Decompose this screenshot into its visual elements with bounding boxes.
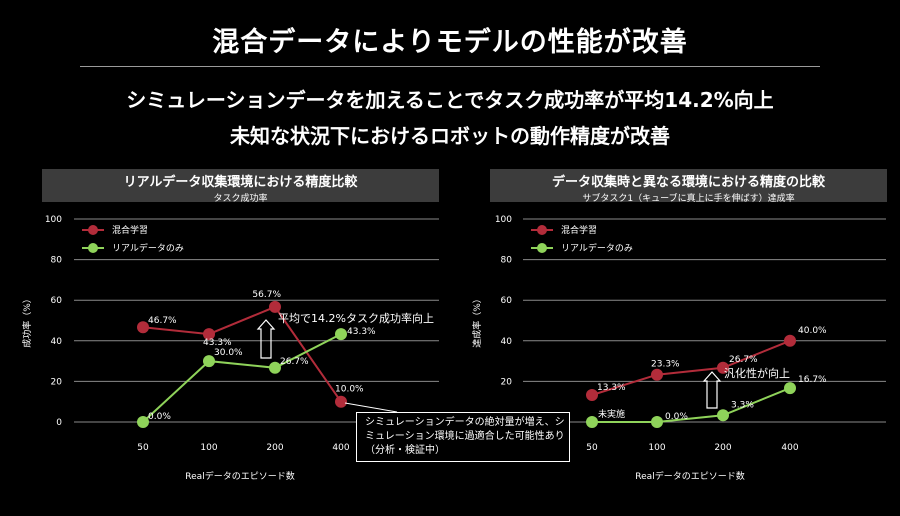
right-panel-title: データ収集時と異なる環境における精度の比較 xyxy=(551,175,825,190)
chart1-ytick-label: 0 xyxy=(56,418,62,428)
chart1-legend-swatch-marker xyxy=(88,225,98,235)
chart1-legend-swatch-marker xyxy=(88,243,98,253)
chart1-legend-label: 混合学習 xyxy=(112,224,148,236)
chart2-series-2-point xyxy=(586,416,598,428)
chart2-series-2-data-label: 16.7% xyxy=(798,375,827,385)
subtitle-1: シミュレーションデータを加えることでタスク成功率が平均14.2%向上 xyxy=(126,88,774,112)
chart2-annotation-arrow xyxy=(702,371,722,409)
chart1-ytick-label: 40 xyxy=(51,337,63,347)
chart1-series-2-line xyxy=(142,333,342,423)
chart1-series-1-point xyxy=(203,328,215,341)
chart1-xtick-label: 200 xyxy=(266,443,283,453)
right-panel-header: データ収集時と異なる環境における精度の比較 サブタスク1（キューブに真上に手を伸… xyxy=(490,169,887,204)
chart2-series-1-point xyxy=(586,389,598,402)
chart1-series-2-data-label: 43.3% xyxy=(347,327,376,337)
chart2-ytick-label: 40 xyxy=(501,337,513,347)
chart1-series-1-data-label: 10.0% xyxy=(335,385,364,395)
chart2-xtick-label: 200 xyxy=(714,443,731,453)
chart1-series-2-point xyxy=(137,416,149,428)
chart1-annotation: 平均で14.2%タスク成功率向上 xyxy=(278,311,434,325)
chart1-series-1-data-label: 56.7% xyxy=(252,290,281,300)
callout-note: シミュレーションデータの絶対量が増え、シ ミュレーション環境に過適合した可能性あ… xyxy=(356,412,570,462)
chart2-legend-label: リアルデータのみ xyxy=(561,242,633,254)
subtitle-2: 未知な状況下におけるロボットの動作精度が改善 xyxy=(230,124,670,148)
chart1-series-1-line xyxy=(142,305,342,403)
left-panel-header: リアルデータ収集環境における精度比較 タスク成功率 xyxy=(42,169,439,204)
chart1-ylabel: 成功率（%） xyxy=(21,294,33,348)
chart2-series-1-data-label: 13.3% xyxy=(597,383,626,393)
slide-title: 混合データによりモデルの性能が改善 xyxy=(212,27,688,58)
left-panel-subtitle: タスク成功率 xyxy=(213,194,268,204)
chart2-series-1-point xyxy=(784,334,796,347)
chart1-series-1-point xyxy=(137,321,149,334)
chart2-series-2-data-label: 3.3% xyxy=(731,400,754,410)
chart1-series-1-point xyxy=(269,300,281,313)
chart1-series-1-data-label: 43.3% xyxy=(203,338,232,348)
chart1-ytick-label: 20 xyxy=(51,377,63,387)
title-rule xyxy=(80,66,820,67)
chart1-series-2-point xyxy=(269,361,281,374)
left-panel-title: リアルデータ収集環境における精度比較 xyxy=(123,175,358,190)
chart2-series-1-line xyxy=(591,339,791,396)
chart1-series-1-data-label: 46.7% xyxy=(148,316,177,326)
chart1-series-1-point xyxy=(335,395,347,408)
chart2-legend-swatch-marker xyxy=(537,225,547,235)
chart1-ytick-label: 100 xyxy=(45,215,62,225)
chart2-ytick-label: 100 xyxy=(495,215,512,225)
chart2-series-2-line xyxy=(592,387,791,423)
chart1-annotation-arrow xyxy=(256,319,276,359)
chart2-series-2-point xyxy=(651,416,663,428)
chart1-xtick-label: 100 xyxy=(200,443,217,453)
chart2-series-1-point xyxy=(651,368,663,381)
chart1-series-2-point xyxy=(203,355,215,368)
chart2-series-2-data-label: 未実施 xyxy=(598,408,625,420)
chart2-ylabel: 達成率（%） xyxy=(471,294,483,348)
chart2-xtick-label: 400 xyxy=(781,443,798,453)
chart1-series-2-data-label: 30.0% xyxy=(214,348,243,358)
chart2-series-1-data-label: 23.3% xyxy=(651,360,680,370)
callout-pointer xyxy=(344,402,398,413)
chart1-xtick-label: 50 xyxy=(137,443,149,453)
chart2-ytick-label: 60 xyxy=(501,296,513,306)
chart1-legend-label: リアルデータのみ xyxy=(112,242,184,254)
chart2-legend-label: 混合学習 xyxy=(561,224,597,236)
chart2-series-2-point xyxy=(717,409,729,422)
chart2-series-2-point xyxy=(784,382,796,395)
chart1-series-2-data-label: 0.0% xyxy=(148,412,171,422)
chart1-ytick-label: 80 xyxy=(51,256,63,266)
chart2-annotation: 汎化性が向上 xyxy=(724,366,790,380)
chart2-series-1-data-label: 40.0% xyxy=(798,326,827,336)
chart1-xtick-label: 400 xyxy=(332,443,349,453)
right-panel-subtitle: サブタスク1（キューブに真上に手を伸ばす）達成率 xyxy=(582,194,795,204)
chart2-ytick-label: 20 xyxy=(501,377,513,387)
chart2-xlabel: Realデータのエピソード数 xyxy=(635,470,744,482)
chart2-ytick-label: 80 xyxy=(501,256,513,266)
chart2-series-1-data-label: 26.7% xyxy=(729,355,758,365)
chart2-series-1-point xyxy=(717,361,729,374)
chart2-xtick-label: 50 xyxy=(586,443,598,453)
chart2-xtick-label: 100 xyxy=(648,443,665,453)
chart1-xlabel: Realデータのエピソード数 xyxy=(185,470,294,482)
chart1-series-2-point xyxy=(335,328,347,341)
chart1-ytick-label: 60 xyxy=(51,296,63,306)
chart2-series-2-data-label: 0.0% xyxy=(665,412,688,422)
chart2-legend-swatch-marker xyxy=(537,243,547,253)
chart1-series-2-data-label: 26.7% xyxy=(280,357,309,367)
